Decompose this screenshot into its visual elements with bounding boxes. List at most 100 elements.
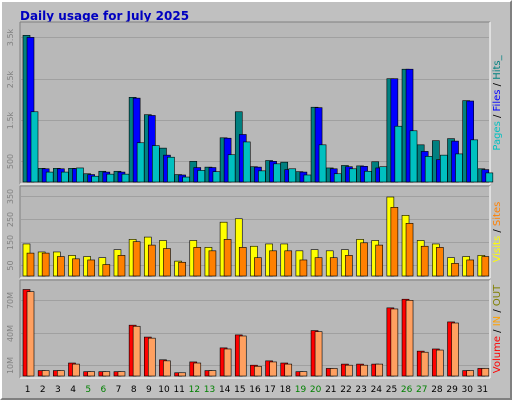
bar-files-day-8	[132, 97, 141, 183]
bar-pages-day-8	[136, 142, 145, 183]
bar-pages-day-17	[273, 163, 281, 183]
y-tick-label: 3.5k	[6, 28, 15, 46]
x-tick-label-day-13: 13	[204, 385, 215, 395]
y-axis-label-part: /	[492, 306, 503, 316]
x-tick-label-day-1: 1	[25, 385, 31, 395]
bar-out-day-12	[193, 362, 202, 377]
bar-sites-day-24	[375, 244, 384, 277]
bar-out-day-6	[102, 371, 111, 377]
x-tick-label-day-19: 19	[295, 385, 307, 395]
bar-out-day-4	[72, 363, 80, 377]
x-tick-label-day-6: 6	[101, 385, 107, 395]
y-axis-label: Visits / Sites	[492, 202, 503, 263]
bar-pages-day-11	[182, 176, 190, 183]
bar-pages-day-20	[318, 144, 327, 183]
bar-pages-day-13	[212, 171, 221, 183]
x-tick-label-day-3: 3	[55, 385, 61, 395]
x-tick-label-day-22: 22	[340, 385, 351, 395]
bar-out-day-26	[405, 299, 414, 377]
x-tick-label-day-28: 28	[431, 385, 443, 395]
y-axis-label: Volume / IN / OUT	[492, 284, 503, 373]
x-tick-label-day-4: 4	[70, 385, 76, 395]
bar-pages-day-29	[455, 153, 463, 183]
y-tick-label: 10M	[6, 357, 15, 374]
bar-pages-day-4	[76, 167, 84, 183]
bar-pages-day-15	[242, 141, 251, 183]
x-tick-label-day-12: 12	[189, 385, 200, 395]
panel-volume-in-out: 70M 40M 10M Volume / IN / OUT	[6, 279, 503, 379]
bar-sites-day-12	[193, 247, 202, 277]
bar-pages-day-5	[91, 175, 99, 183]
bar-sites-day-6	[102, 264, 111, 277]
bar-sites-day-9	[147, 244, 156, 277]
bar-sites-day-10	[163, 248, 171, 277]
bar-out-day-15	[238, 335, 247, 377]
bar-pages-day-1	[30, 111, 39, 183]
y-axis-label-part: Volume	[492, 336, 503, 373]
bar-pages-day-30	[470, 139, 478, 183]
x-tick-label-day-20: 20	[310, 385, 322, 395]
x-tick-label-day-26: 26	[401, 385, 413, 395]
bar-out-day-5	[87, 371, 95, 377]
bar-pages-day-6	[106, 173, 115, 183]
x-tick-label-day-14: 14	[219, 385, 231, 395]
bar-sites-day-26	[405, 223, 414, 277]
bar-sites-day-19	[299, 259, 308, 277]
y-axis-label-part: OUT	[492, 284, 503, 306]
x-tick-label-day-2: 2	[40, 385, 46, 395]
bar-sites-day-28	[436, 247, 444, 277]
bar-sites-day-30	[466, 259, 474, 277]
y-tick-label: 250	[6, 212, 15, 227]
bar-pages-day-7	[121, 173, 130, 183]
x-tick-label-day-29: 29	[446, 385, 458, 395]
y-axis-label-part: Visits	[492, 236, 503, 263]
x-tick-label-day-21: 21	[325, 385, 336, 395]
x-tick-label-day-23: 23	[355, 385, 366, 395]
bar-sites-day-31	[481, 256, 490, 277]
bar-sites-day-1	[26, 252, 35, 277]
panel-visits-sites: 350 250 150 50 Visits / Sites	[6, 185, 503, 279]
bar-out-day-19	[299, 371, 308, 377]
bar-sites-day-2	[41, 252, 50, 277]
x-tick-label-day-17: 17	[264, 385, 275, 395]
x-tick-label-day-27: 27	[416, 385, 427, 395]
bar-sites-day-29	[451, 263, 459, 277]
bar-pages-day-27	[424, 156, 433, 183]
bar-pages-day-14	[227, 154, 236, 183]
bar-out-day-21	[329, 368, 338, 377]
chart-title: Daily usage for July 2025	[20, 9, 189, 23]
x-tick-label-day-15: 15	[234, 385, 245, 395]
y-axis-label-part: Hits	[492, 60, 503, 79]
y-tick-label: 40M	[6, 325, 15, 342]
panel-pages-files-hits: 3.5k 2.5k 1.5k 500 Pages / Files / Hits_	[6, 21, 503, 185]
x-axis-day-labels: 1 2 3 4 5 6 7 8 9 10 11 12 13 14 15 16 17 18 19 20 21 22 23 24 2…	[25, 385, 488, 395]
bar-sites-day-3	[57, 256, 65, 277]
y-axis-label-part: /	[492, 326, 503, 336]
bar-sites-day-23	[360, 242, 368, 277]
bar-sites-day-22	[345, 255, 353, 277]
bar-sites-day-15	[238, 247, 247, 277]
y-tick-label: 1.5k	[6, 111, 15, 129]
y-axis-label-part: IN	[492, 316, 503, 326]
y-tick-label: 2.5k	[6, 70, 15, 88]
bar-sites-day-14	[223, 239, 232, 277]
bar-out-day-2	[41, 370, 50, 377]
y-tick-label: 500	[6, 154, 15, 169]
x-tick-label-day-18: 18	[280, 385, 292, 395]
bar-sites-day-7	[117, 255, 126, 277]
bar-out-day-22	[345, 364, 353, 377]
y-axis-label-part: /	[492, 80, 503, 90]
bar-pages-day-10	[167, 156, 175, 183]
bar-sites-day-20	[314, 257, 323, 277]
bar-pages-day-12	[197, 170, 206, 183]
bar-sites-day-27	[420, 245, 429, 277]
x-tick-label-day-31: 31	[477, 385, 488, 395]
bar-out-day-20	[314, 331, 323, 377]
bar-pages-day-24	[379, 166, 388, 183]
bar-sites-day-5	[87, 259, 95, 277]
bar-pages-day-26	[409, 130, 418, 183]
x-tick-label-day-30: 30	[462, 385, 474, 395]
x-tick-label-day-24: 24	[371, 385, 383, 395]
y-axis-label-part: /	[492, 226, 503, 236]
x-tick-label-day-7: 7	[116, 385, 122, 395]
